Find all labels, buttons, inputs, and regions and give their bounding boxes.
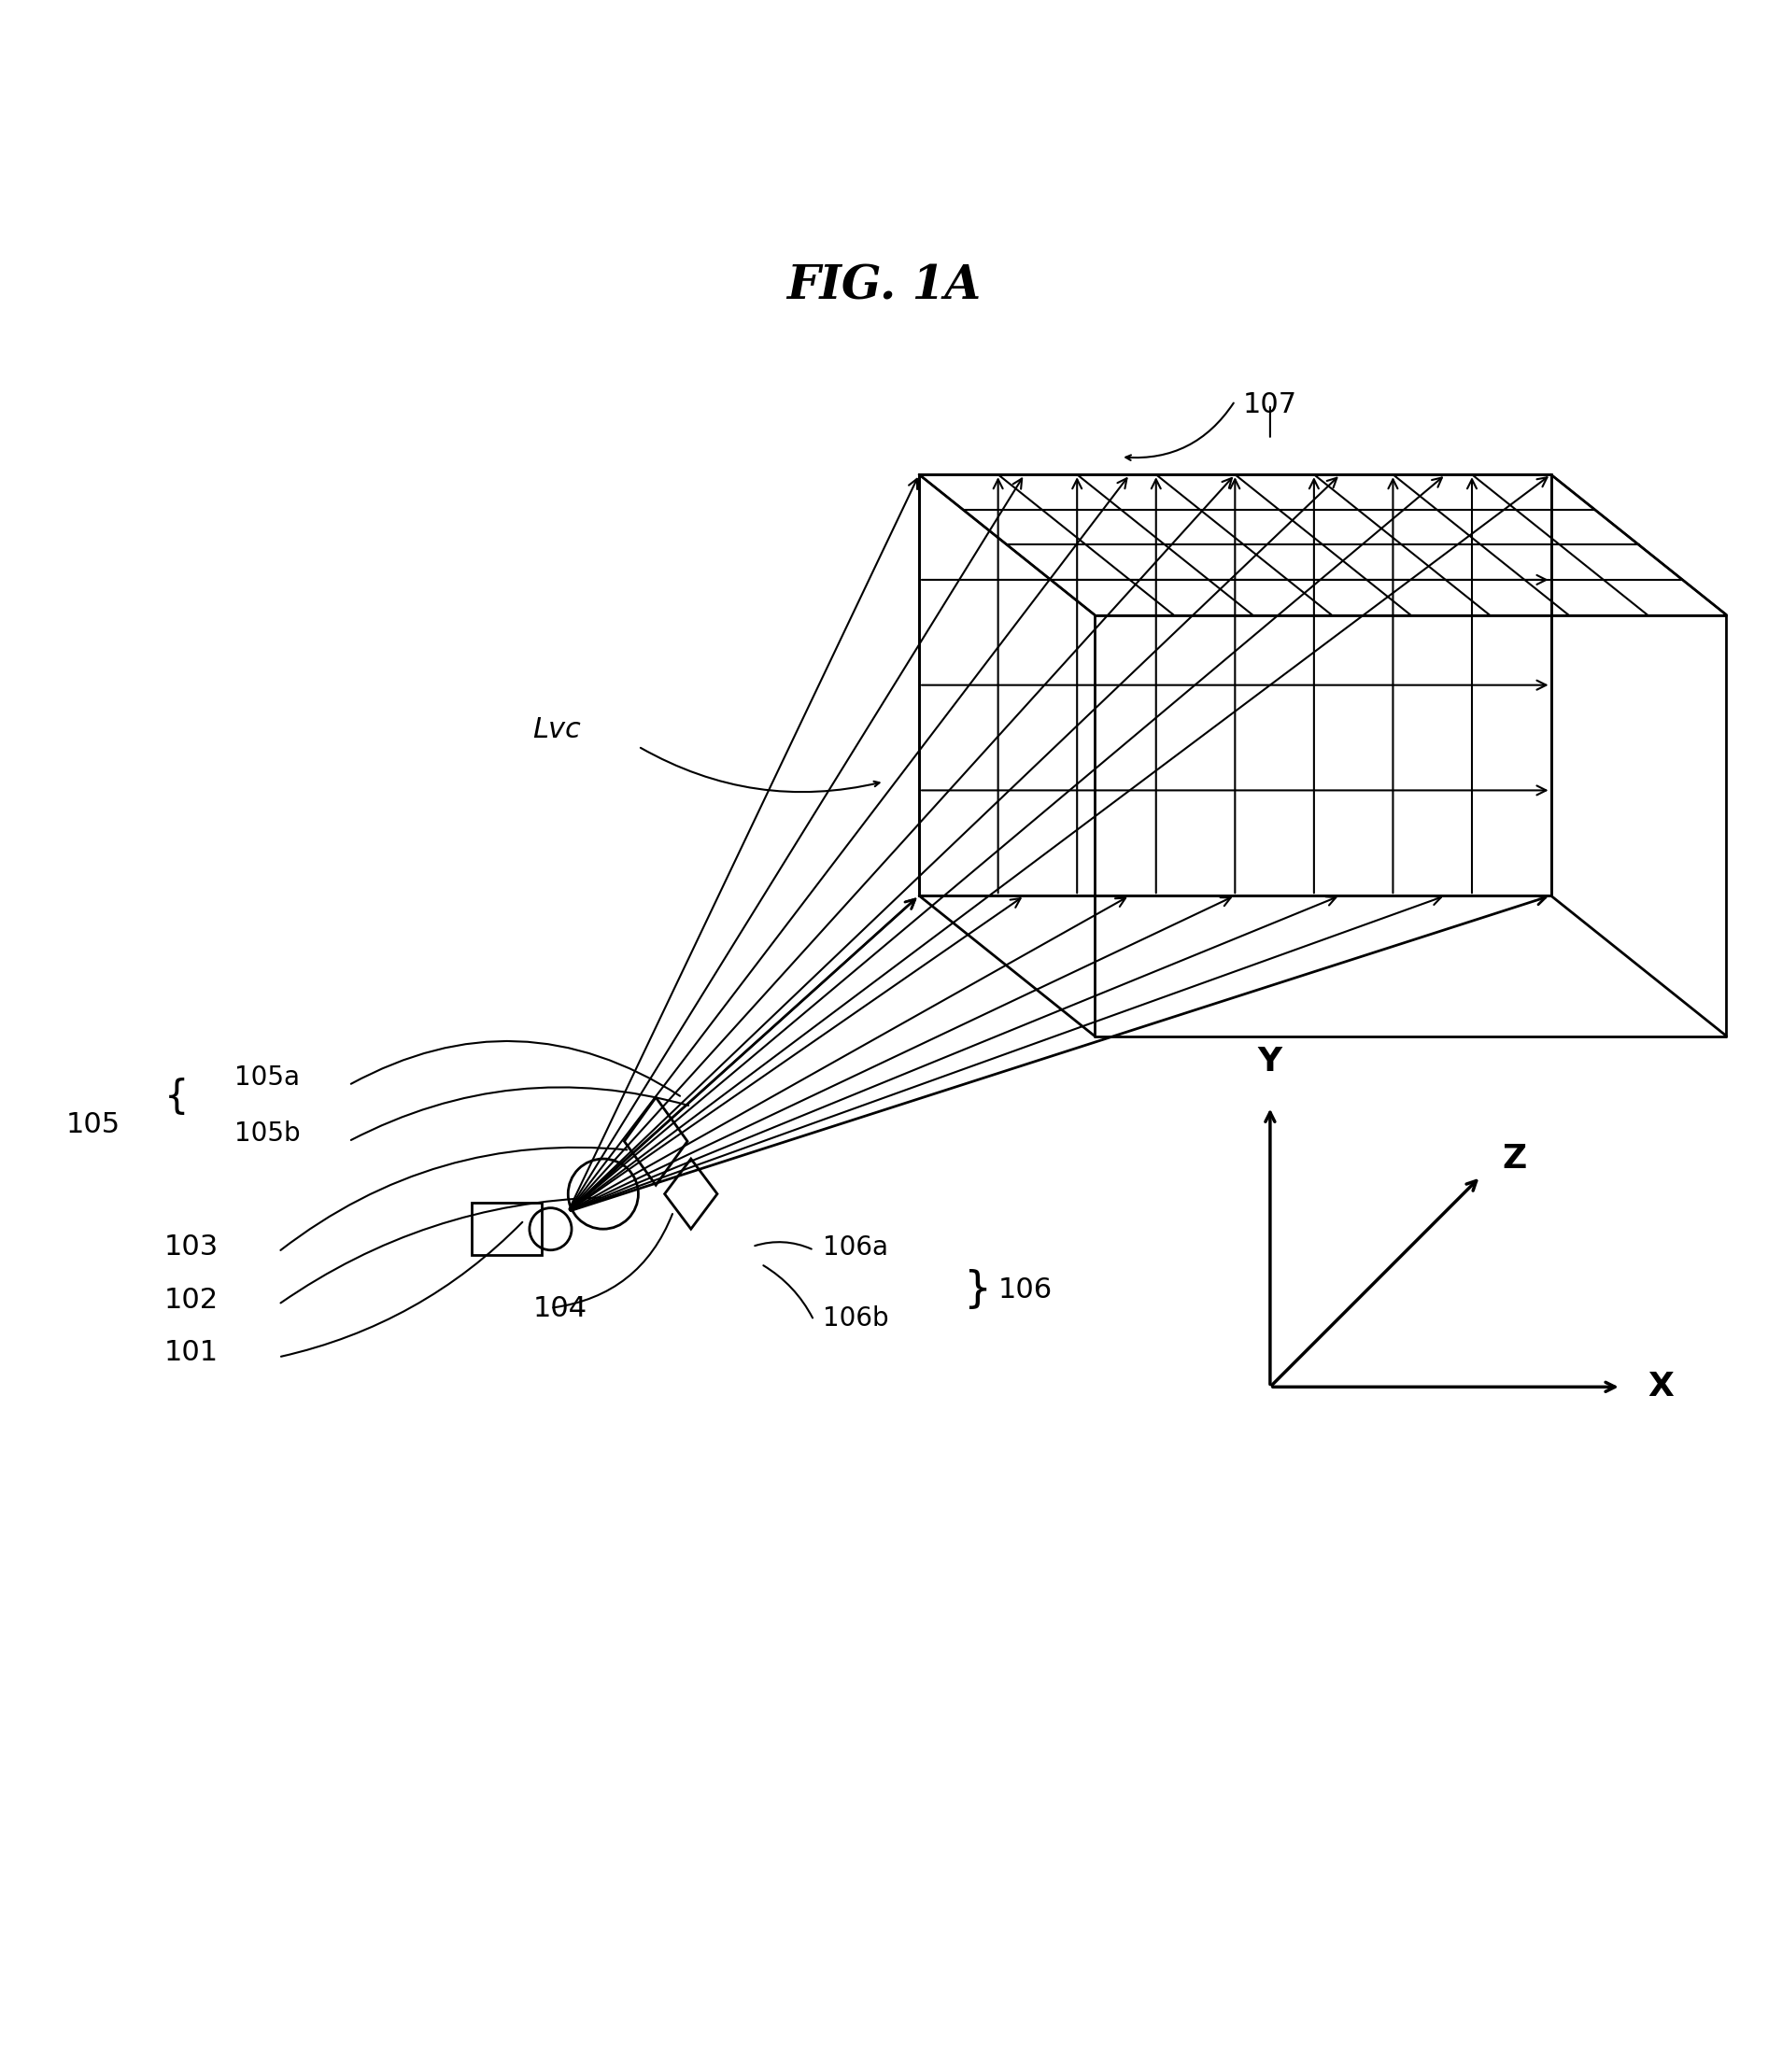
Text: 103: 103: [164, 1233, 219, 1262]
Text: 105a: 105a: [235, 1065, 301, 1090]
Text: 106b: 106b: [822, 1305, 889, 1330]
Text: 104: 104: [532, 1295, 587, 1322]
Text: 101: 101: [164, 1339, 219, 1365]
Text: {: {: [164, 1077, 202, 1117]
Text: Y: Y: [1259, 1046, 1282, 1077]
Text: Lvc: Lvc: [532, 717, 582, 744]
Text: }: }: [964, 1270, 992, 1312]
Text: 102: 102: [164, 1287, 219, 1314]
Text: 105b: 105b: [235, 1121, 301, 1148]
Text: Z: Z: [1501, 1144, 1526, 1175]
Text: 105: 105: [65, 1111, 120, 1138]
Text: FIG. 1A: FIG. 1A: [787, 263, 981, 309]
Text: 106: 106: [999, 1276, 1052, 1303]
Text: 106a: 106a: [822, 1235, 888, 1262]
FancyBboxPatch shape: [472, 1202, 541, 1256]
Text: 107: 107: [1243, 392, 1298, 419]
Text: X: X: [1648, 1372, 1674, 1403]
